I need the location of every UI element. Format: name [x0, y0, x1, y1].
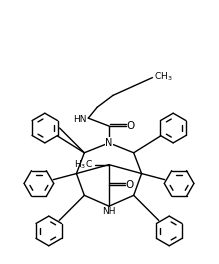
Text: HN: HN [73, 115, 86, 124]
Text: O: O [126, 180, 134, 190]
Text: N: N [105, 138, 113, 148]
Text: NH: NH [102, 207, 116, 216]
Text: CH$_3$: CH$_3$ [154, 70, 173, 83]
Text: H$_3$C: H$_3$C [74, 158, 93, 171]
Text: O: O [127, 121, 135, 131]
